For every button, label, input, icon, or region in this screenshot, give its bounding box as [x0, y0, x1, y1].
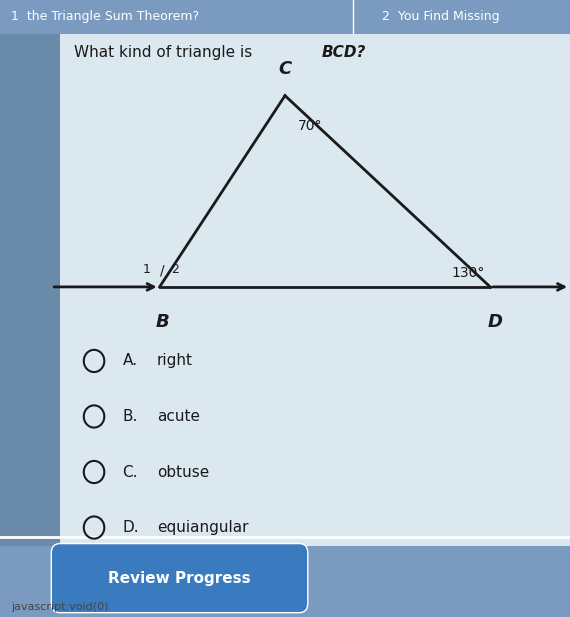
Text: equiangular: equiangular — [157, 520, 249, 535]
Text: 130°: 130° — [451, 265, 484, 280]
Text: A.: A. — [123, 354, 137, 368]
Text: 2: 2 — [172, 263, 180, 276]
Text: 1  the Triangle Sum Theorem?: 1 the Triangle Sum Theorem? — [11, 10, 199, 23]
Text: C: C — [278, 60, 292, 78]
Text: D.: D. — [123, 520, 139, 535]
Text: Review Progress: Review Progress — [108, 571, 251, 586]
Text: BCD?: BCD? — [322, 45, 367, 60]
Text: B: B — [156, 313, 169, 331]
Text: obtuse: obtuse — [157, 465, 209, 479]
Text: 70°: 70° — [298, 119, 322, 133]
Text: D: D — [487, 313, 502, 331]
Text: 1: 1 — [143, 263, 151, 276]
FancyBboxPatch shape — [0, 34, 60, 546]
Text: /: / — [160, 263, 165, 278]
Text: 2  You Find Missing: 2 You Find Missing — [382, 10, 499, 23]
FancyBboxPatch shape — [0, 0, 570, 34]
Text: What kind of triangle is: What kind of triangle is — [74, 45, 257, 60]
Text: acute: acute — [157, 409, 199, 424]
Text: B.: B. — [123, 409, 138, 424]
Text: right: right — [157, 354, 193, 368]
FancyBboxPatch shape — [60, 34, 570, 546]
FancyBboxPatch shape — [51, 544, 308, 613]
Text: javascript:void(0): javascript:void(0) — [11, 602, 109, 612]
Text: C.: C. — [123, 465, 138, 479]
